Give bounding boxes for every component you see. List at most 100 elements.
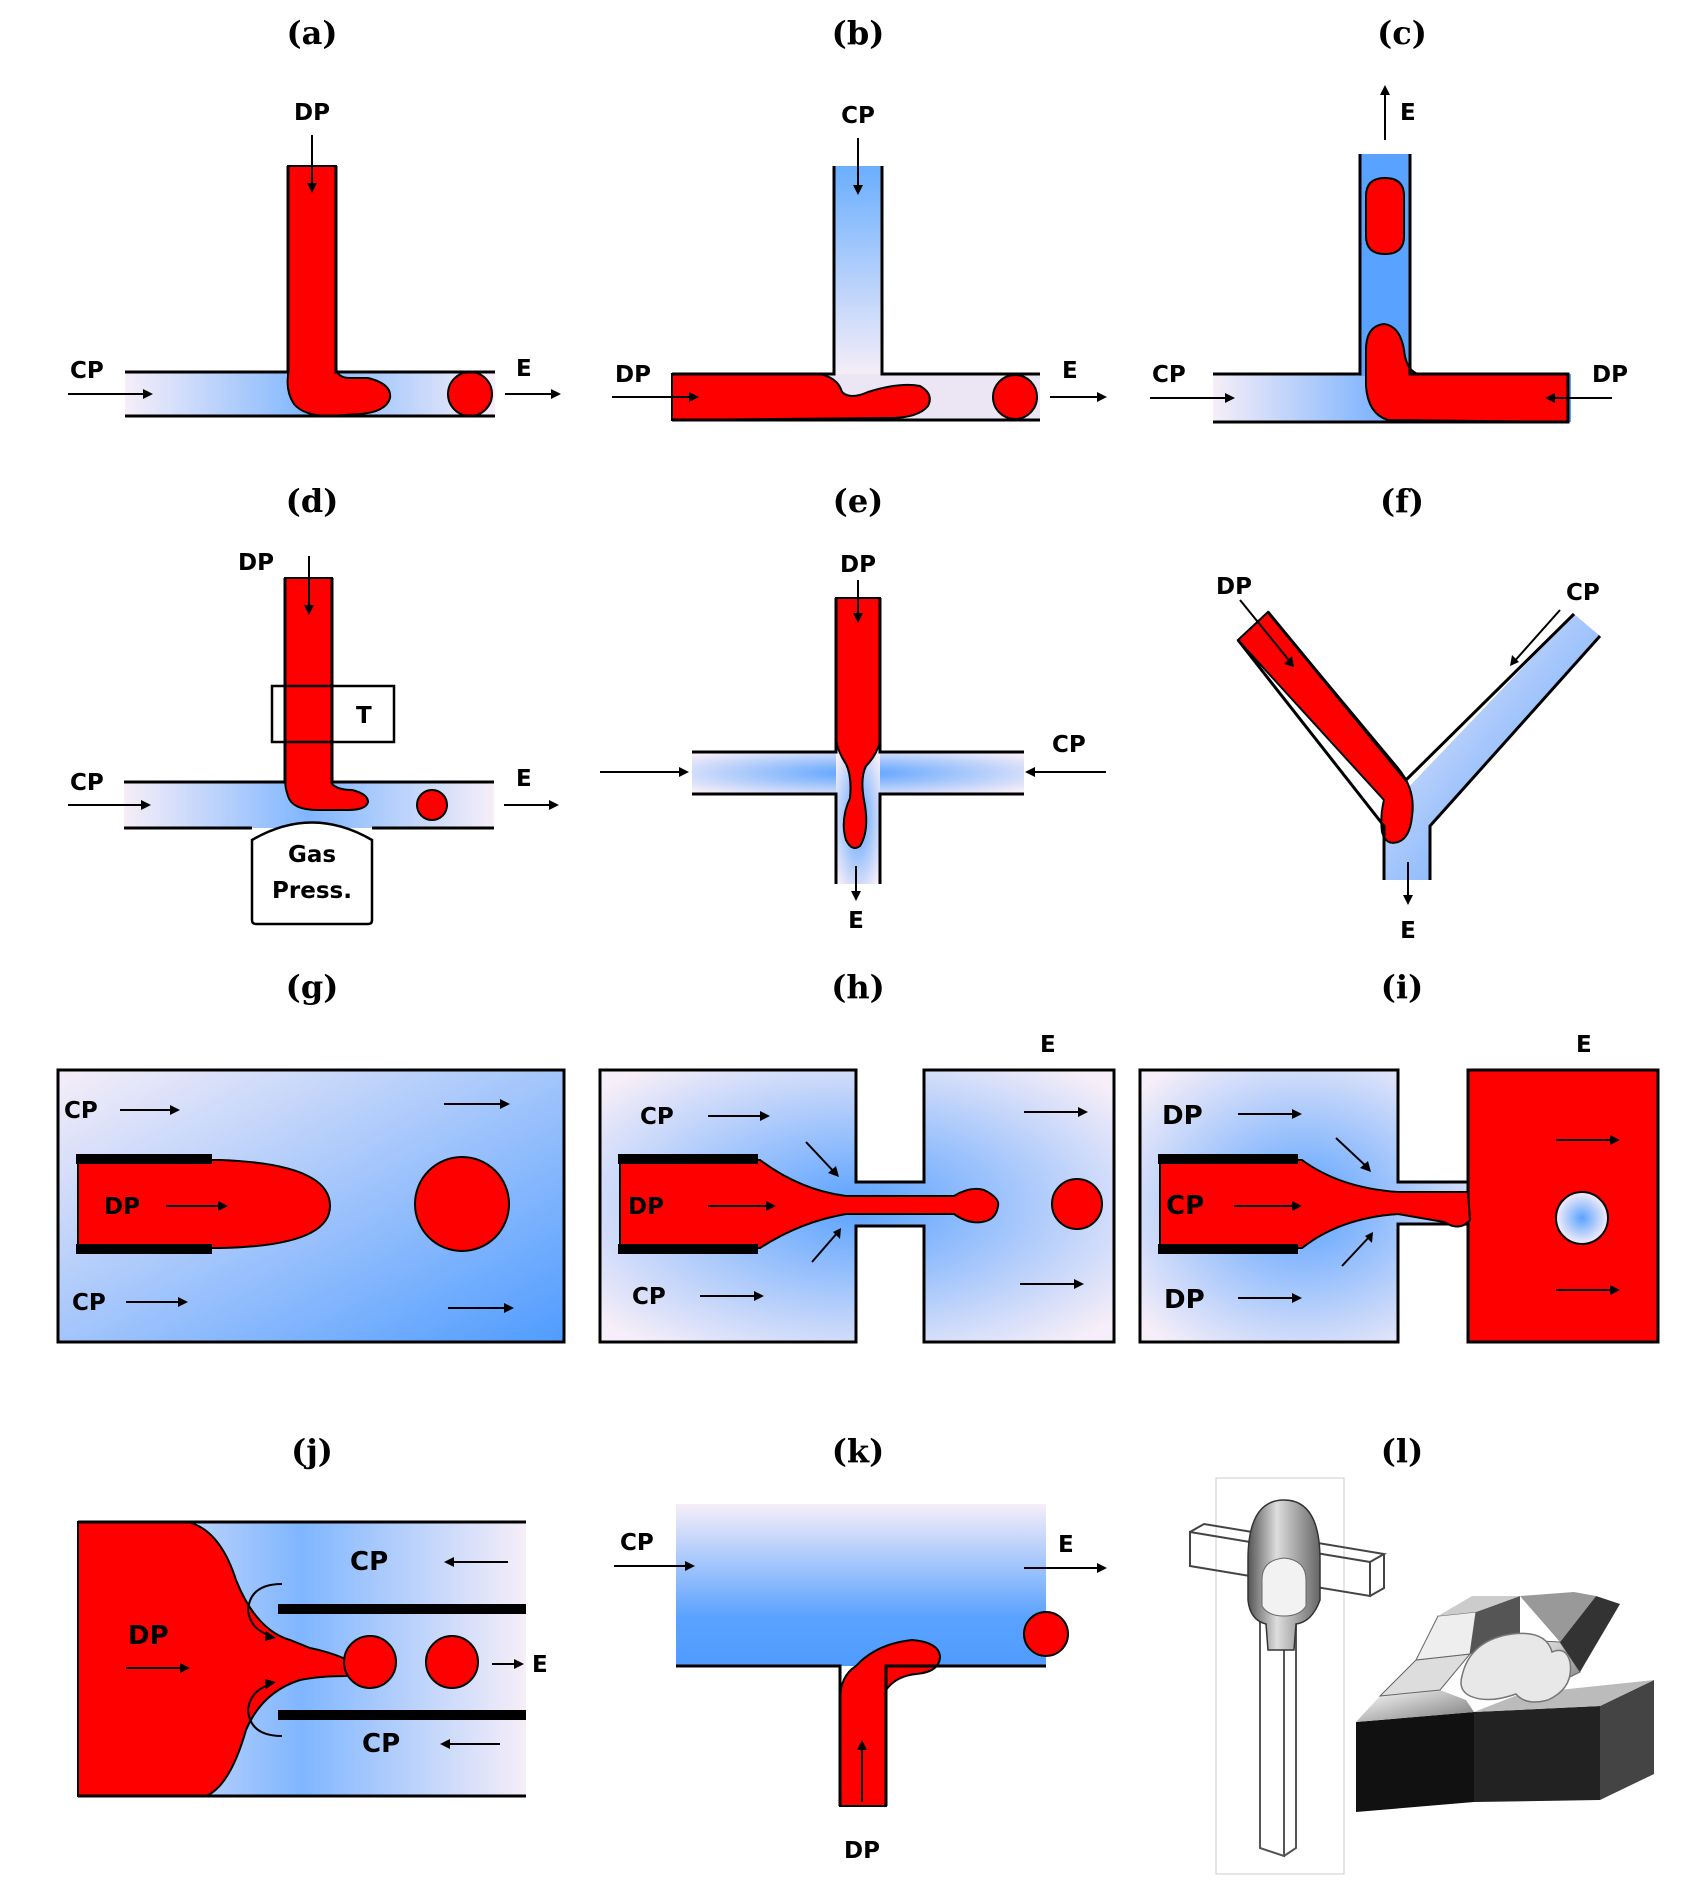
- panel-g: (g) CP DP CP: [56, 968, 566, 1344]
- panel-f-dp-label: DP: [1216, 574, 1252, 600]
- panel-l-3d-droplet: [1460, 1632, 1572, 1703]
- panel-b-channel-walls: [672, 166, 1040, 422]
- panel-l-render-frame: [1215, 1477, 1345, 1875]
- panel-e-e-label: E: [848, 908, 864, 934]
- panel-d-dispersed-stream: [284, 577, 370, 811]
- panel-d-gas-pressure-chamber: [250, 821, 374, 926]
- panel-c-dispersed-stream: [1365, 322, 1569, 424]
- panel-j-title: (j): [291, 1432, 333, 1470]
- panel-c-droplet: [1365, 176, 1405, 256]
- panel-i-title: (i): [1381, 968, 1423, 1006]
- panel-d-t-box: [270, 684, 396, 744]
- panel-h-lower-capillary-wall: [618, 1244, 758, 1254]
- panel-k-droplet: [1023, 1611, 1069, 1657]
- panel-i-cp-label: CP: [1166, 1191, 1204, 1221]
- panel-f-dp-branch: [1236, 610, 1414, 844]
- panel-a-dp-label: DP: [294, 100, 330, 126]
- panel-h-squeeze-arrow-bottom: [811, 1231, 839, 1263]
- panel-c-cp-label: CP: [1152, 362, 1186, 388]
- panel-e-channel-walls: [692, 598, 1024, 884]
- panel-h-dp-label: DP: [628, 1194, 664, 1220]
- panel-d-t-label: T: [356, 703, 372, 729]
- panel-l-title: (l): [1381, 1432, 1423, 1470]
- panel-g-lower-capillary-wall: [76, 1244, 212, 1254]
- panel-j: (j) CP DP E CP: [77, 1432, 548, 1798]
- panel-c-title: (c): [1377, 14, 1427, 52]
- panel-h-title: (h): [831, 968, 885, 1006]
- panel-d-gas-label: Gas: [288, 842, 336, 868]
- panel-e-dispersed-thread: [835, 597, 881, 849]
- panel-j-dp-label: DP: [128, 1621, 169, 1651]
- panel-b-cp-label: CP: [841, 103, 875, 129]
- panel-b-side-channel: [834, 166, 882, 376]
- panel-k-dispersed-stream: [839, 1638, 942, 1807]
- panel-j-upper-capillary-wall: [278, 1604, 526, 1614]
- panel-e-dp-label: DP: [840, 552, 876, 578]
- panel-f-e-label: E: [1400, 918, 1416, 944]
- panel-a-title: (a): [286, 14, 337, 52]
- panel-i-squeeze-arrow-top: [1335, 1137, 1369, 1169]
- panel-d-droplet: [416, 789, 448, 821]
- panel-b-title: (b): [832, 14, 885, 52]
- panel-a-droplet: [447, 371, 493, 417]
- panel-i-squeeze-arrow-bottom: [1341, 1235, 1371, 1267]
- panel-h: (h) E CP DP CP: [598, 968, 1116, 1344]
- panel-i-lower-capillary-wall: [1158, 1244, 1298, 1254]
- panel-k-cp-label: CP: [620, 1530, 654, 1556]
- panel-b-dispersed-stream: [671, 373, 931, 422]
- panel-f-cp-label: CP: [1566, 580, 1600, 606]
- panel-j-outer-walls: [78, 1520, 526, 1798]
- panel-j-cp2-label: CP: [362, 1729, 400, 1759]
- panel-l-vertical-channel: [1259, 1610, 1297, 1858]
- panel-i-e-label: E: [1576, 1032, 1592, 1058]
- panel-d-channel-walls: [124, 578, 494, 830]
- panel-a-channel-walls: [125, 166, 495, 418]
- panel-j-droplet-1: [343, 1635, 397, 1689]
- panel-g-dispersed-jet: [77, 1159, 332, 1249]
- panel-e-cp-label: CP: [1052, 732, 1086, 758]
- panel-i: (i) E DP CP DP: [1138, 968, 1660, 1344]
- panel-c-e-label: E: [1400, 100, 1416, 126]
- panel-f-cp-branch: [1384, 614, 1600, 880]
- panel-a-e-label: E: [516, 356, 532, 382]
- panel-k: (k) CP E DP: [614, 1432, 1107, 1864]
- panel-c: (c) E CP DP: [1150, 14, 1628, 424]
- panel-l-block-front: [1356, 1712, 1474, 1812]
- panel-f-dp-arrow: [1239, 599, 1293, 665]
- panel-j-droplet-2: [425, 1635, 479, 1689]
- panel-g-cp2-label: CP: [72, 1290, 106, 1316]
- panel-a-dispersed-stream: [286, 165, 392, 418]
- panel-h-squeeze-arrow-top: [805, 1141, 837, 1175]
- panel-g-upper-capillary-wall: [76, 1154, 212, 1164]
- panel-j-turn-arrow-top: [246, 1583, 283, 1637]
- panel-d: (d) T Gas Press. DP CP E: [68, 482, 559, 926]
- panel-k-dp-label: DP: [844, 1838, 880, 1864]
- panel-f-channel-walls: [1236, 611, 1602, 880]
- panel-i-dp2-label: DP: [1164, 1285, 1205, 1315]
- panel-f: (f) DP CP E: [1216, 482, 1602, 944]
- panel-j-e-label: E: [532, 1652, 548, 1678]
- panel-i-inner-droplet: [1555, 1191, 1609, 1245]
- panel-k-title: (k): [832, 1432, 884, 1470]
- panel-g-title: (g): [286, 968, 339, 1006]
- panel-b-dp-label: DP: [615, 362, 651, 388]
- panel-h-cp1-label: CP: [640, 1104, 674, 1130]
- panel-j-lower-capillary-wall: [278, 1710, 526, 1720]
- panel-b-e-label: E: [1062, 358, 1078, 384]
- panel-e-title: (e): [833, 482, 884, 520]
- panel-d-press-label: Press.: [272, 878, 352, 904]
- panel-k-e-label: E: [1058, 1532, 1074, 1558]
- panel-h-e-label: E: [1040, 1032, 1056, 1058]
- panel-k-main-channel: [676, 1504, 1046, 1666]
- panel-i-dp1-label: DP: [1162, 1101, 1203, 1131]
- panel-k-channel-walls: [676, 1664, 1046, 1806]
- panel-d-e-label: E: [516, 766, 532, 792]
- panel-f-title: (f): [1380, 482, 1424, 520]
- panel-c-channel-walls: [1213, 154, 1570, 424]
- panel-g-dp-label: DP: [104, 1194, 140, 1220]
- panel-b: (b) CP DP E: [612, 14, 1107, 422]
- panel-g-droplet: [414, 1156, 510, 1252]
- panel-h-droplet: [1051, 1178, 1103, 1230]
- panel-b-droplet: [992, 374, 1038, 420]
